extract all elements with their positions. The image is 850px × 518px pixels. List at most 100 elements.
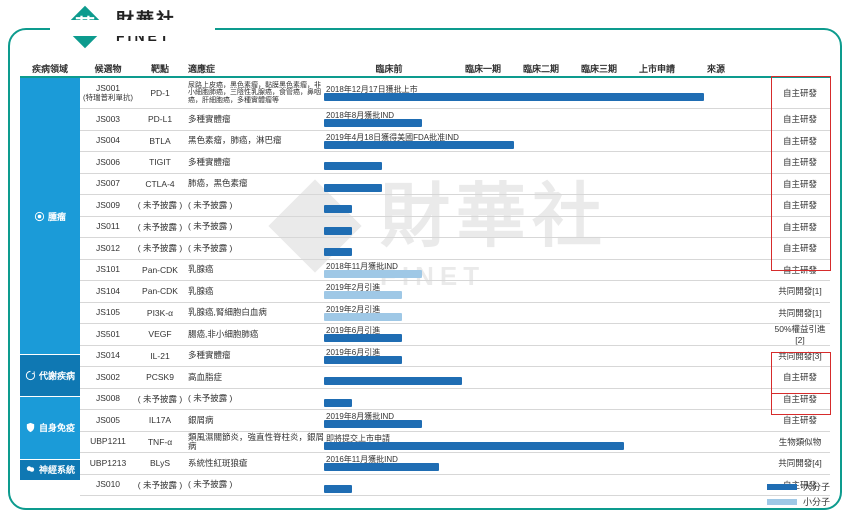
cell-ind: 乳腺癌,腎細胞白血病 <box>184 308 324 317</box>
area-cell: 代謝疾病 <box>20 355 80 397</box>
cell-bar: 2019年2月引進 <box>324 303 770 324</box>
table-row: JS001(特瑞普利單抗)PD-1尿路上皮癌，黑色素瘤，黏膜黑色素瘤，非小細胞肺… <box>80 78 830 109</box>
cell-drug: JS014 <box>80 351 136 360</box>
cell-source: 自主研發 <box>770 242 830 254</box>
table-row: JS002PCSK9高血脂症自主研發 <box>80 367 830 389</box>
progress-bar <box>324 119 422 127</box>
cell-source: 自主研發 <box>770 113 830 125</box>
cell-ind: ( 未予披露 ) <box>184 480 324 489</box>
cell-source: 共同開發[3] <box>770 350 830 362</box>
cell-target: BLyS <box>136 458 184 468</box>
cell-drug: JS010 <box>80 480 136 489</box>
progress-bar <box>324 141 514 149</box>
table-row: JS010( 未予披露 )( 未予披露 )自主研發 <box>80 475 830 497</box>
cell-bar <box>324 152 770 173</box>
col-src: 來源 <box>686 62 746 75</box>
cell-target: IL17A <box>136 415 184 425</box>
table-row: JS501VEGF腸癌,非小細胞肺癌2019年6月引進50%權益引進[2] <box>80 324 830 346</box>
cell-drug: JS105 <box>80 308 136 317</box>
cell-drug: JS101 <box>80 265 136 274</box>
cell-ind: 乳腺癌 <box>184 287 324 296</box>
col-app: 上市申請 <box>628 62 686 75</box>
cell-drug: JS004 <box>80 136 136 145</box>
table-body: 腫瘤代謝疾病自身免疫神經系統 JS001(特瑞普利單抗)PD-1尿路上皮癌，黑色… <box>20 78 830 496</box>
cell-target: PCSK9 <box>136 372 184 382</box>
legend-swatch <box>767 484 797 490</box>
table-row: JS105PI3K-α乳腺癌,腎細胞白血病2019年2月引進共同開發[1] <box>80 303 830 325</box>
cell-ind: 系統性紅斑狼瘡 <box>184 459 324 468</box>
cell-target: PD-1 <box>136 88 184 98</box>
progress-bar <box>324 463 439 471</box>
col-p3: 臨床三期 <box>570 62 628 75</box>
table-header: 疾病領域 候選物 靶點 適應症 臨床前 臨床一期 臨床二期 臨床三期 上市申請 … <box>20 60 830 78</box>
cell-source: 自主研發 <box>770 199 830 211</box>
cell-drug: JS011 <box>80 222 136 231</box>
progress-bar <box>324 291 402 299</box>
cell-target: ( 未予披露 ) <box>136 393 184 405</box>
cell-ind: ( 未予披露 ) <box>184 244 324 253</box>
cell-ind: 尿路上皮癌，黑色素瘤，黏膜黑色素瘤，非小細胞肺癌，三陰性乳腺癌，食管癌，鼻咽癌，… <box>184 82 324 104</box>
legend-swatch <box>767 499 797 505</box>
cell-bar: 2019年6月引進 <box>324 346 770 367</box>
cell-ind: 腸癌,非小細胞肺癌 <box>184 330 324 339</box>
cell-source: 自主研發 <box>770 156 830 168</box>
col-p1: 臨床一期 <box>454 62 512 75</box>
cell-target: TNF-α <box>136 437 184 447</box>
area-cell: 自身免疫 <box>20 397 80 460</box>
cell-source: 自主研發 <box>770 221 830 233</box>
progress-bar <box>324 356 402 364</box>
cell-source: 自主研發 <box>770 371 830 383</box>
table-row: JS011( 未予披露 )( 未予披露 )自主研發 <box>80 217 830 239</box>
area-column: 腫瘤代謝疾病自身免疫神經系統 <box>20 78 80 496</box>
cell-source: 自主研發 <box>770 178 830 190</box>
cell-source: 共同開發[1] <box>770 307 830 319</box>
cell-source: 自主研發 <box>770 264 830 276</box>
cell-target: IL-21 <box>136 351 184 361</box>
cell-target: ( 未予披露 ) <box>136 242 184 254</box>
progress-bar <box>324 162 382 170</box>
table-row: JS007CTLA-4肺癌，黑色素瘤自主研發 <box>80 174 830 196</box>
table-row: JS004BTLA黑色素瘤，肺癌，淋巴瘤2019年4月18日獲得美國FDA批准I… <box>80 131 830 153</box>
cell-target: ( 未予披露 ) <box>136 221 184 233</box>
progress-bar <box>324 184 382 192</box>
cell-bar <box>324 367 770 388</box>
cell-bar: 2019年8月獲批IND <box>324 410 770 431</box>
cell-ind: 黑色素瘤，肺癌，淋巴瘤 <box>184 136 324 145</box>
cell-drug: JS008 <box>80 394 136 403</box>
table-row: UBP1211TNF-α類風濕關節炎，強直性脊柱炎，銀屑病即將提交上市申請生物類… <box>80 432 830 454</box>
cell-target: CTLA-4 <box>136 179 184 189</box>
cell-bar <box>324 389 770 410</box>
legend-item: 小分子 <box>767 495 830 508</box>
table-row: UBP1213BLyS系統性紅斑狼瘡2016年11月獲批IND共同開發[4] <box>80 453 830 475</box>
legend-label: 大分子 <box>803 480 830 493</box>
cell-bar: 2019年6月引進 <box>324 324 770 345</box>
cell-source: 共同開發[4] <box>770 457 830 469</box>
cell-ind: 多種實體瘤 <box>184 351 324 360</box>
progress-bar <box>324 248 352 256</box>
cell-source: 共同開發[1] <box>770 285 830 297</box>
cell-source: 自主研發 <box>770 135 830 147</box>
legend-item: 大分子 <box>767 480 830 493</box>
progress-bar <box>324 334 402 342</box>
cell-source: 自主研發 <box>770 87 830 99</box>
progress-bar <box>324 399 352 407</box>
table-row: JS101Pan-CDK乳腺癌2018年11月獲批IND自主研發 <box>80 260 830 282</box>
cell-drug: JS104 <box>80 287 136 296</box>
progress-bar <box>324 485 352 493</box>
cell-bar <box>324 195 770 216</box>
cell-target: TIGIT <box>136 157 184 167</box>
cell-ind: ( 未予披露 ) <box>184 222 324 231</box>
cell-bar: 2016年11月獲批IND <box>324 453 770 474</box>
cell-drug: JS007 <box>80 179 136 188</box>
col-area: 疾病領域 <box>20 62 80 75</box>
table-row: JS104Pan-CDK乳腺癌2019年2月引進共同開發[1] <box>80 281 830 303</box>
col-target: 靶點 <box>136 62 184 75</box>
cell-source: 50%權益引進[2] <box>770 323 830 345</box>
cell-bar <box>324 475 770 496</box>
progress-bar <box>324 420 422 428</box>
cell-ind: 多種實體瘤 <box>184 115 324 124</box>
legend-label: 小分子 <box>803 495 830 508</box>
cell-ind: 乳腺癌 <box>184 265 324 274</box>
progress-bar <box>324 270 422 278</box>
cell-target: BTLA <box>136 136 184 146</box>
